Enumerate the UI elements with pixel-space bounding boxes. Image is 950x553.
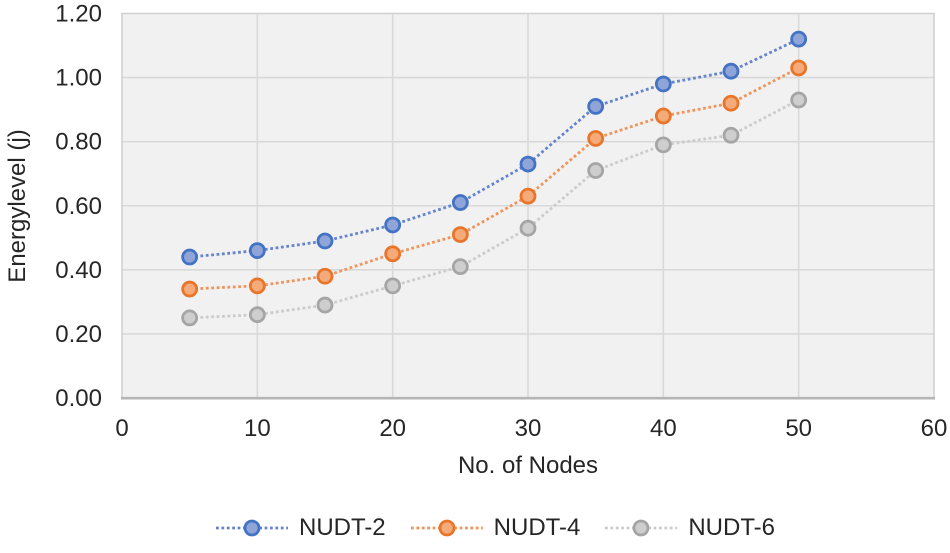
y-tick-label: 0.80 xyxy=(55,129,102,156)
data-point-marker xyxy=(722,126,740,144)
data-point-marker xyxy=(384,245,402,263)
legend-marker-icon xyxy=(605,519,678,537)
data-point-marker xyxy=(587,162,605,179)
x-tick-label: 60 xyxy=(921,415,948,442)
x-tick-label: 50 xyxy=(785,415,812,442)
legend-item-NUDT-4: NUDT-4 xyxy=(410,514,581,542)
legend-item-NUDT-6: NUDT-6 xyxy=(604,514,775,542)
data-point-marker xyxy=(654,107,672,125)
data-point-marker xyxy=(451,226,469,243)
x-tick-label: 30 xyxy=(515,415,542,442)
data-point-marker xyxy=(654,75,672,93)
x-axis-tick-labels: 0 10 20 30 40 50 60 xyxy=(115,415,947,442)
x-tick-label: 10 xyxy=(244,415,271,442)
data-point-marker xyxy=(181,309,199,327)
y-tick-label: 1.20 xyxy=(55,1,102,28)
y-tick-label: 0.60 xyxy=(55,193,102,220)
data-point-marker xyxy=(384,216,402,234)
data-point-marker xyxy=(722,62,740,80)
data-point-marker xyxy=(654,136,672,154)
y-tick-label: 0.20 xyxy=(55,321,102,348)
legend-label: NUDT-2 xyxy=(298,514,386,541)
legend-label: NUDT-4 xyxy=(493,514,581,541)
data-point-marker xyxy=(587,98,605,115)
legend-marker-icon xyxy=(215,519,288,537)
data-point-marker xyxy=(316,296,334,314)
legend-item-NUDT-2: NUDT-2 xyxy=(215,514,386,542)
data-point-marker xyxy=(384,277,402,295)
data-point-marker xyxy=(181,248,199,266)
data-point-marker xyxy=(519,219,537,237)
x-axis-title: No. of Nodes xyxy=(458,452,598,479)
data-point-marker xyxy=(248,277,266,295)
data-point-marker xyxy=(451,258,469,276)
y-tick-label: 0.00 xyxy=(55,385,102,412)
series-line xyxy=(189,98,800,320)
legend-marker-sample xyxy=(243,519,261,537)
data-point-marker xyxy=(790,91,808,109)
legend-marker-sample xyxy=(438,519,456,537)
series-NUDT-6 xyxy=(181,91,808,327)
data-point-marker xyxy=(248,242,266,260)
y-axis-tick-labels: 0.00 0.20 0.40 0.60 0.80 1.00 1.20 xyxy=(55,1,102,413)
data-point-marker xyxy=(587,130,605,147)
series-NUDT-4 xyxy=(181,59,808,298)
data-point-marker xyxy=(722,94,740,112)
series-NUDT-2 xyxy=(181,30,808,266)
data-point-marker xyxy=(790,59,808,77)
legend-marker-sample xyxy=(632,519,650,537)
legend-marker-icon xyxy=(410,519,483,537)
data-point-marker xyxy=(181,280,199,298)
x-tick-label: 0 xyxy=(115,415,128,442)
data-point-marker xyxy=(248,306,266,324)
data-point-marker xyxy=(451,194,469,211)
legend-label: NUDT-6 xyxy=(688,514,775,541)
x-tick-label: 20 xyxy=(379,415,406,442)
data-point-marker xyxy=(519,187,537,205)
data-point-marker xyxy=(316,232,334,250)
series-layer xyxy=(181,30,808,327)
y-tick-label: 0.40 xyxy=(55,257,102,284)
data-point-marker xyxy=(790,30,808,48)
data-point-marker xyxy=(519,155,537,173)
x-tick-label: 40 xyxy=(650,415,677,442)
chart-legend: NUDT-2 NUDT-4 NUDT-6 xyxy=(40,511,950,545)
y-axis-title: Energylevel (j) xyxy=(4,129,31,282)
data-point-marker xyxy=(316,267,334,285)
y-tick-label: 1.00 xyxy=(55,65,102,92)
